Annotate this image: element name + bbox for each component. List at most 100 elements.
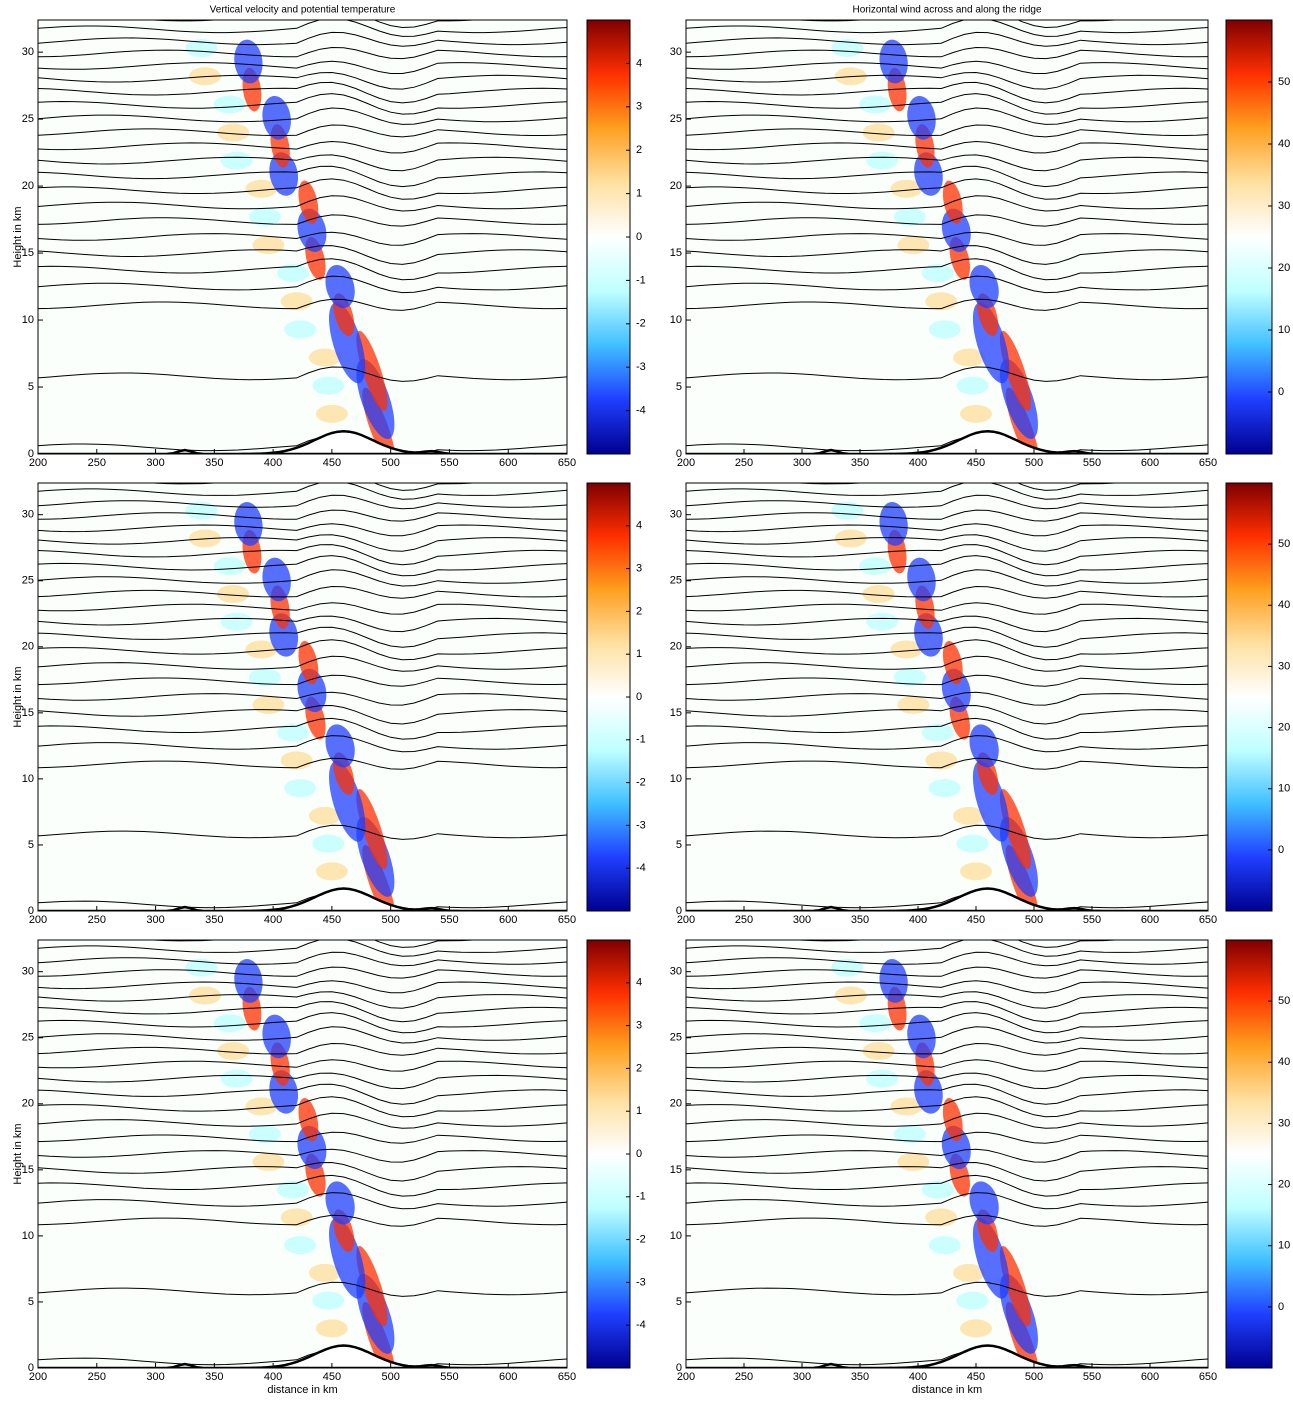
isentrope [686, 494, 1208, 510]
isentrope [686, 892, 1208, 911]
colorbar-tick-label: 40 [1278, 138, 1290, 150]
field-blob [831, 958, 864, 977]
x-tick-label: 350 [851, 914, 869, 926]
isentrope [38, 1096, 567, 1118]
field-blob [245, 640, 278, 659]
field-blob [277, 723, 310, 742]
x-tick-label: 200 [29, 914, 47, 926]
colorbar-tick-label: -1 [636, 274, 646, 286]
x-tick-label: 200 [677, 1371, 695, 1383]
field-blob [185, 958, 218, 977]
field-blob [960, 1319, 992, 1338]
isentrope [38, 366, 567, 382]
x-tick-label: 200 [29, 1371, 47, 1383]
isentrope [686, 1096, 1208, 1118]
x-tick-label: 500 [381, 914, 399, 926]
isentrope [38, 245, 567, 265]
isentrope [38, 585, 567, 599]
field-blob [308, 806, 341, 825]
isentrope [38, 298, 567, 311]
field-blob [277, 1180, 310, 1199]
panel: 200 250 300 350 400 450 500 550 600 6500510152025… [670, 482, 1290, 926]
y-tick-label: 5 [28, 1296, 34, 1308]
x-tick-label: 500 [1025, 914, 1043, 926]
field-blob [953, 1263, 986, 1282]
isentrope [38, 1026, 567, 1044]
terrain [686, 887, 1208, 911]
axes-frame [37, 19, 568, 455]
isentrope [38, 940, 567, 957]
colorbar-tick-label: 30 [1278, 660, 1290, 672]
colorbar-tick-label: 50 [1278, 76, 1290, 88]
colorbar-tick-label: 4 [636, 520, 642, 532]
field-blob [897, 236, 930, 255]
field-blob [312, 1291, 345, 1310]
x-tick-label: 450 [967, 457, 985, 469]
x-tick-label: 450 [967, 914, 985, 926]
colorbar [1225, 939, 1273, 1369]
field-blob [234, 959, 263, 1003]
field-blob [999, 1246, 1031, 1327]
x-tick-label: 350 [205, 1371, 223, 1383]
field-blob [859, 557, 892, 576]
isentrope [38, 757, 567, 770]
colorbar-tick-label: 2 [636, 1062, 642, 1074]
isentrope [686, 534, 1208, 552]
x-tick-label: 400 [909, 1371, 927, 1383]
field-blob [831, 501, 864, 520]
field-blob [220, 151, 253, 170]
isentrope [38, 639, 567, 661]
isentrope [38, 966, 567, 979]
isentrope [686, 569, 1208, 587]
field-blob [220, 612, 253, 631]
isentrope [686, 214, 1208, 227]
chart-title: Horizontal wind across and along the rid… [853, 5, 1042, 16]
axes-frame [37, 482, 568, 912]
colorbar-tick-label: 4 [636, 57, 642, 69]
y-tick-label: 5 [676, 839, 682, 851]
field-blob [298, 1098, 319, 1142]
colorbar-tick-label: 1 [636, 648, 642, 660]
x-tick-label: 300 [793, 457, 811, 469]
y-tick-label: 10 [670, 1230, 682, 1242]
field-blob [866, 1069, 899, 1088]
isentrope [686, 966, 1208, 979]
isentrope [686, 107, 1208, 125]
x-tick-label: 300 [146, 1371, 164, 1383]
isentrope [686, 1131, 1208, 1144]
isentrope [686, 81, 1208, 104]
y-tick-label: 20 [670, 180, 682, 192]
field-blob [893, 1125, 926, 1144]
field-blob [879, 502, 908, 546]
isentrope [686, 626, 1208, 648]
field-blob [297, 668, 327, 713]
terrain [686, 1344, 1208, 1368]
isentrope [686, 1072, 1208, 1090]
y-tick-label: 25 [22, 1032, 34, 1044]
y-tick-label: 0 [676, 448, 682, 460]
isentrope [38, 1001, 567, 1023]
isentrope [38, 20, 567, 37]
colorbar-tick-label: 0 [636, 231, 642, 243]
isentrope [38, 93, 567, 115]
y-tick-label: 25 [670, 575, 682, 587]
x-tick-label: 550 [1083, 914, 1101, 926]
y-tick-label: 10 [670, 314, 682, 326]
field-blob [956, 834, 989, 853]
x-tick-label: 500 [1025, 457, 1043, 469]
axes-frame [685, 939, 1209, 1369]
x-tick-label: 300 [146, 914, 164, 926]
y-tick-label: 5 [28, 839, 34, 851]
isentrope [38, 602, 567, 615]
isentrope [686, 1349, 1208, 1368]
colorbar-tick-label: 30 [1278, 1117, 1290, 1129]
isentrope [38, 980, 567, 994]
field-blob [897, 1152, 930, 1171]
isentrope [686, 93, 1208, 115]
y-tick-label: 20 [670, 641, 682, 653]
colorbar [586, 482, 631, 912]
isentrope [38, 140, 567, 154]
colorbar-tick-label: -3 [636, 819, 646, 831]
colorbar-tick-label: 40 [1278, 1056, 1290, 1068]
x-axis-label: distance in km [267, 1384, 337, 1396]
